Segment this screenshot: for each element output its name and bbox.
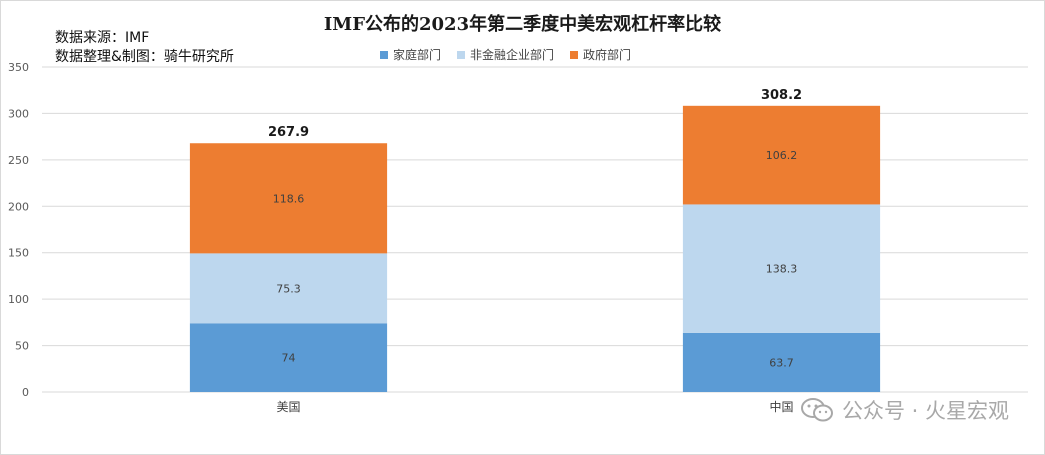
bar-segment: [682, 204, 881, 333]
data-label: 118.6: [273, 192, 305, 205]
y-tick-label: 200: [8, 200, 29, 213]
data-label: 138.3: [766, 263, 798, 276]
legend-item-corporate: 非金融企业部门: [457, 46, 554, 63]
data-source-label: 数据来源：IMF: [55, 30, 150, 46]
x-tick-label: 中国: [769, 399, 793, 414]
y-tick-label: 250: [8, 154, 29, 167]
data-label: 74: [282, 352, 296, 365]
watermark-text: 公众号 · 火星宏观: [841, 399, 1009, 423]
total-label: 267.9: [268, 125, 309, 140]
legend-swatch: [380, 50, 388, 59]
bar-segment: [189, 253, 388, 324]
data-label: 75.3: [276, 282, 301, 295]
y-tick-label: 100: [8, 293, 29, 306]
y-tick-label: 300: [8, 107, 29, 120]
legend-item-household: 家庭部门: [380, 46, 441, 63]
bar-segment: [682, 332, 881, 392]
legend: 家庭部门 非金融企业部门 政府部门: [380, 46, 631, 63]
x-tick-label: 美国: [276, 400, 300, 414]
legend-swatch: [570, 50, 579, 59]
wechat-icon: [800, 398, 833, 422]
y-tick-label: 50: [15, 340, 29, 353]
data-credit-label: 数据整理&制图：骑牛研究所: [55, 49, 234, 65]
data-label: 106.2: [766, 149, 798, 162]
y-tick-label: 350: [8, 61, 29, 74]
legend-item-government: 政府部门: [570, 46, 631, 63]
legend-label: 家庭部门: [393, 48, 442, 62]
legend-swatch: [457, 50, 466, 59]
watermark: 公众号 · 火星宏观: [800, 395, 1009, 425]
y-tick-label: 0: [22, 386, 29, 399]
bar-segment: [189, 143, 388, 254]
bar-segment: [682, 105, 881, 205]
y-tick-label: 150: [8, 247, 29, 260]
legend-label: 政府部门: [583, 48, 632, 62]
total-label: 308.2: [761, 88, 802, 103]
legend-label: 非金融企业部门: [470, 48, 555, 62]
data-label: 63.7: [769, 356, 794, 369]
bar-segment: [189, 323, 388, 392]
chart-title: IMF公布的2023年第二季度中美宏观杠杆率比较: [323, 14, 722, 35]
